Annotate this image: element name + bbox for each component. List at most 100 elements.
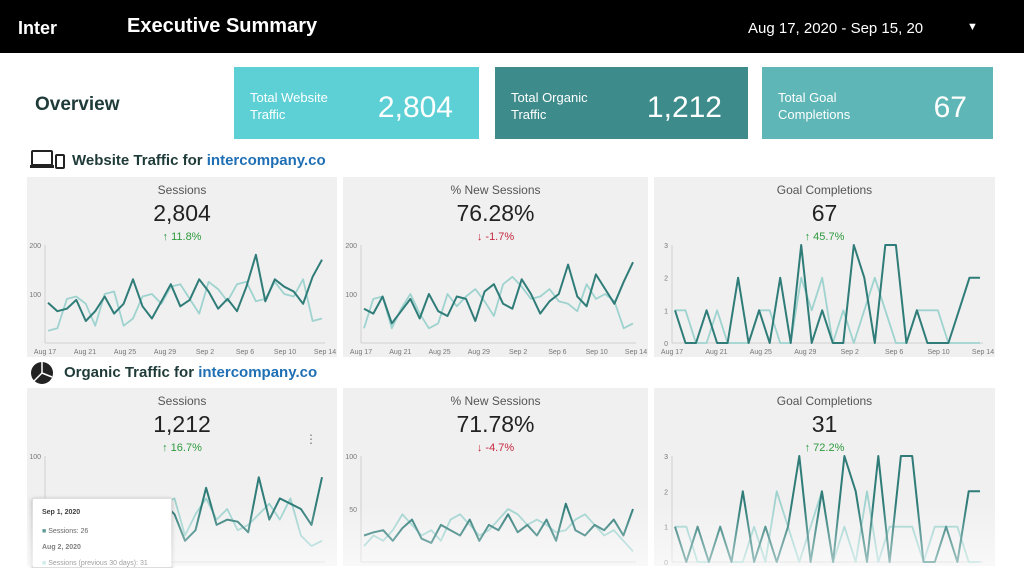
more-options-icon[interactable]: ⋮: [305, 432, 317, 446]
x-tick-label: Sep 6: [885, 349, 903, 356]
y-tick-label: 100: [345, 292, 357, 299]
card-value: 76.28%: [456, 200, 535, 226]
overview-title: Overview: [35, 94, 120, 115]
y-tick-label: 3: [664, 454, 668, 461]
y-tick-label: 3: [664, 243, 668, 250]
x-tick-label: Aug 21: [74, 349, 96, 356]
new-sessions-chart: 200 100 Aug 17 Aug 21 Aug 25 Aug 29 Sep 2 Sep 6…: [345, 243, 647, 356]
section-title-text: Website Traffic for: [72, 152, 207, 169]
x-tick-label: Sep 6: [236, 349, 254, 356]
x-tick-label: Aug 29: [468, 349, 490, 356]
series-line-current: [363, 261, 634, 325]
y-tick-label: 200: [29, 243, 41, 250]
x-tick-label: Sep 2: [196, 349, 214, 356]
header-bar: Inter Executive Summary Aug 17, 2020 - S…: [0, 0, 1024, 53]
series-line-previous: [675, 276, 980, 344]
section-title-website-traffic: Website Traffic for intercompany.co: [72, 152, 326, 169]
kpi-label: Total Organic Traffic: [511, 90, 588, 122]
tooltip-line: ■ Sessions: 26: [42, 528, 89, 535]
x-tick-label: Aug 21: [705, 349, 727, 356]
tooltip-date: Aug 2, 2020: [42, 544, 81, 551]
x-tick-label: Aug 29: [154, 349, 176, 356]
y-tick-label: 200: [345, 243, 357, 250]
card-title: Sessions: [157, 394, 207, 408]
card-value: 1,212: [153, 411, 211, 437]
x-tick-label: Aug 17: [661, 349, 683, 356]
series-line-previous: [47, 278, 323, 332]
tooltip-value: Sessions: 26: [48, 528, 89, 535]
card-delta: ↑ 45.7%: [804, 231, 845, 243]
card-title: % New Sessions: [450, 183, 541, 197]
organic-new-sessions-chart: 100 50: [345, 454, 636, 563]
sessions-chart: 200 100 Aug 17 Aug 21 Aug 25 Aug 29 Sep 2 Sep 6…: [29, 243, 336, 356]
x-tick-label: Sep 2: [841, 349, 859, 356]
card-organic-new-sessions: % New Sessions 71.78% ↓ -4.7% 100 50: [343, 388, 648, 566]
card-goal-completions: Goal Completions 67 ↑ 45.7% 3 2 1 0 Aug 17 Au…: [654, 177, 995, 357]
x-tick-label: Sep 14: [625, 349, 647, 356]
date-range-selector[interactable]: Aug 17, 2020 - Sep 15, 20: [748, 20, 924, 37]
kpi-value: 1,212: [646, 91, 722, 124]
series-line-previous: [363, 275, 634, 330]
series-line-current: [674, 455, 980, 563]
card-value: 67: [811, 200, 838, 226]
kpi-value: 67: [933, 91, 967, 124]
organic-goal-completions-chart: 3 2 1 0: [664, 454, 983, 566]
y-tick-label: 2: [664, 489, 668, 496]
card-title: Goal Completions: [776, 183, 873, 197]
x-tick-label: Aug 21: [389, 349, 411, 356]
y-tick-label: 1: [664, 525, 668, 532]
x-tick-label: Aug 25: [750, 349, 772, 356]
chart-tooltip: Sep 1, 2020 ■ Sessions: 26 Aug 2, 2020 ■…: [32, 498, 172, 568]
x-tick-label: Aug 25: [114, 349, 136, 356]
x-tick-label: Sep 14: [972, 349, 994, 356]
y-tick-label: 100: [29, 292, 41, 299]
card-delta: ↓ -4.7%: [476, 442, 515, 454]
y-tick-label: 2: [664, 276, 668, 283]
kpi-label: Total Website Traffic: [250, 90, 328, 122]
kpi-goal-completions: Total Goal Completions 67: [762, 67, 993, 139]
x-tick-label: Sep 10: [274, 349, 296, 356]
kpi-label: Total Goal Completions: [778, 90, 851, 122]
x-tick-label: Aug 25: [428, 349, 450, 356]
y-tick-label: 0: [664, 560, 668, 566]
x-tick-label: Aug 17: [34, 349, 56, 356]
x-tick-label: Aug 17: [350, 349, 372, 356]
pie-chart-icon: [31, 362, 53, 384]
x-tick-label: Sep 2: [509, 349, 527, 356]
card-new-sessions: % New Sessions 76.28% ↓ -1.7% 200 100 Aug …: [343, 177, 648, 357]
card-delta: ↑ 72.2%: [804, 442, 845, 454]
x-tick-label: Sep 14: [314, 349, 336, 356]
brand-logo: Inter: [18, 18, 58, 38]
card-delta: ↑ 11.8%: [162, 231, 202, 243]
tooltip-date: Sep 1, 2020: [42, 509, 81, 516]
y-tick-label: 1: [664, 308, 668, 315]
caret-down-icon[interactable]: ▼: [967, 21, 978, 33]
page-title: Executive Summary: [127, 15, 318, 37]
y-tick-label: 100: [345, 454, 357, 461]
series-line-current: [47, 253, 323, 322]
card-delta: ↓ -1.7%: [476, 231, 515, 243]
kpi-organic-traffic: Total Organic Traffic 1,212: [495, 67, 748, 139]
section-title-text: Organic Traffic for: [64, 364, 199, 381]
kpi-website-traffic: Total Website Traffic 2,804: [234, 67, 479, 139]
card-value: 2,804: [153, 200, 211, 226]
card-title: Goal Completions: [776, 394, 873, 408]
y-tick-label: 100: [29, 454, 41, 461]
x-tick-label: Aug 29: [794, 349, 816, 356]
x-tick-label: Sep 10: [586, 349, 608, 356]
site-link[interactable]: intercompany.co: [198, 364, 318, 381]
kpi-value: 2,804: [377, 91, 453, 124]
card-sessions: Sessions 2,804 ↑ 11.8% 200 100 Aug 17 Aug 2…: [27, 177, 337, 357]
x-tick-label: Sep 6: [548, 349, 566, 356]
card-title: Sessions: [157, 183, 207, 197]
series-line-current: [674, 244, 980, 344]
section-title-organic-traffic: Organic Traffic for intercompany.co: [64, 364, 317, 381]
y-tick-label: 50: [349, 507, 357, 514]
card-title: % New Sessions: [450, 394, 541, 408]
card-value: 71.78%: [456, 411, 535, 437]
card-delta: ↑ 16.7%: [162, 442, 202, 454]
devices-icon: [30, 150, 65, 169]
card-value: 31: [811, 411, 838, 437]
site-link[interactable]: intercompany.co: [206, 152, 326, 169]
